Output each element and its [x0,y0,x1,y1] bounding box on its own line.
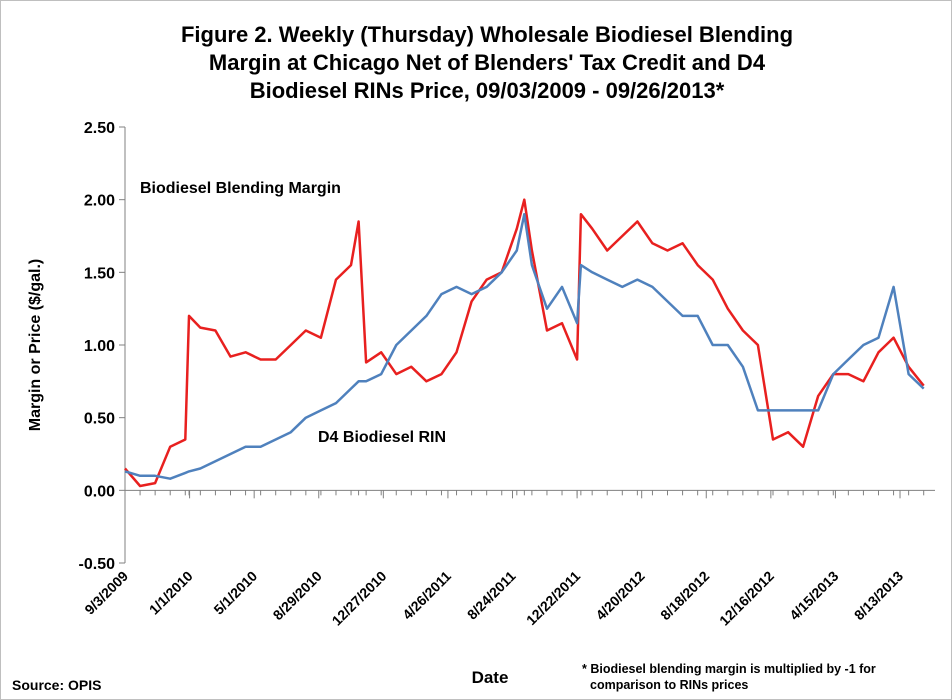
y-axis-label: Margin or Price ($/gal.) [27,259,44,431]
chart-title: Figure 2. Weekly (Thursday) Wholesale Bi… [181,22,793,47]
y-tick-label: 0.50 [84,411,115,428]
x-axis-label: Date [472,668,509,687]
series-line [124,198,925,488]
series-annotation: D4 Biodiesel RIN [318,429,446,446]
y-tick-label: 2.00 [84,193,115,210]
y-tick-label: 1.00 [84,338,115,355]
series-annotation: Biodiesel Blending Margin [140,180,341,197]
footnote: comparison to RINs prices [590,678,748,692]
y-tick-label: 0.00 [84,483,115,500]
y-tick-label: 1.50 [84,265,115,282]
source-note: Source: OPIS [12,677,101,693]
chart-title: Margin at Chicago Net of Blenders' Tax C… [209,50,766,75]
y-tick-label: 2.50 [84,120,115,137]
chart-title: Biodiesel RINs Price, 09/03/2009 - 09/26… [250,78,725,103]
series-line [124,212,925,480]
y-tick-label: -0.50 [79,556,116,573]
footnote: * Biodiesel blending margin is multiplie… [582,662,876,676]
